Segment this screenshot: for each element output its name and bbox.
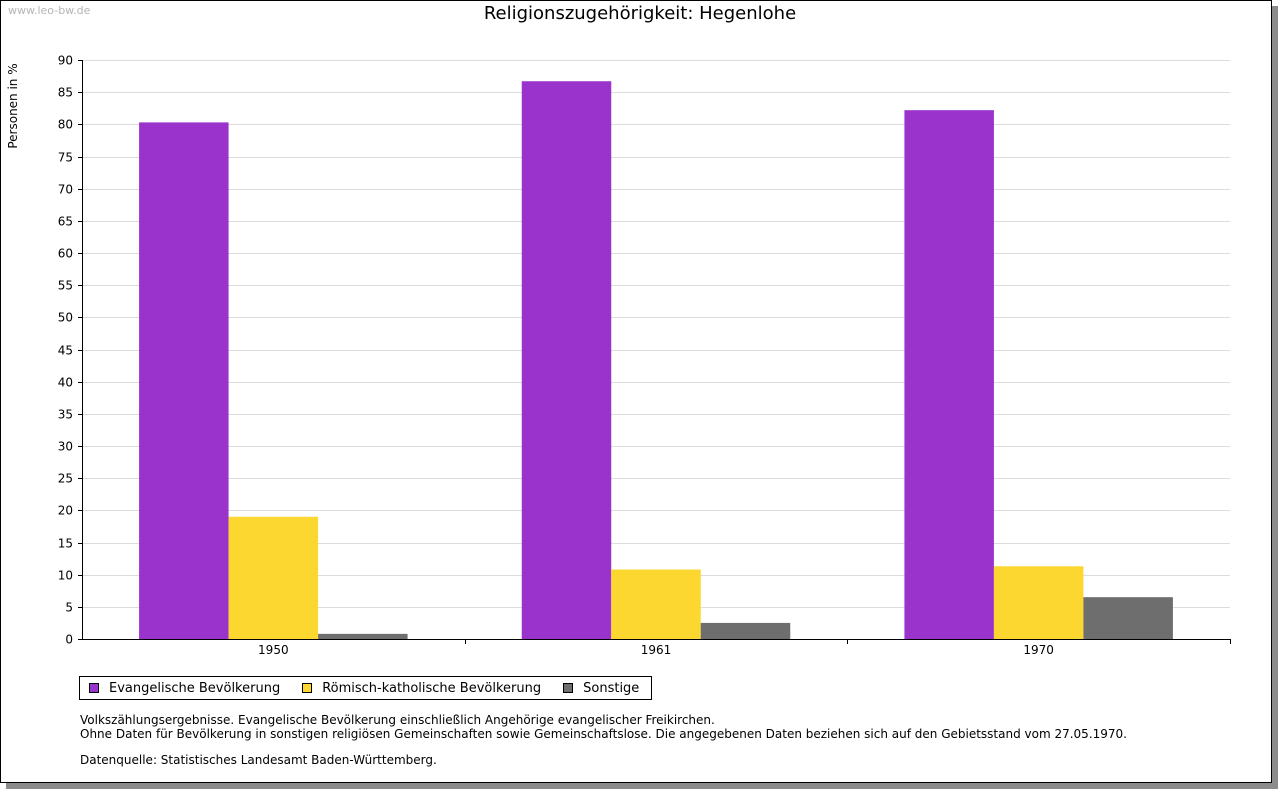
legend-item-sonstige: Sonstige [563,681,639,696]
legend-item-evangelisch: Evangelische Bevölkerung [89,681,280,696]
x-tick-label: 1950 [258,643,289,657]
y-tick-label: 85 [58,86,73,100]
frame-shadow-right [1272,6,1278,789]
bar-1950-evangelisch [139,122,229,640]
legend-item-katholisch: Römisch-katholische Bevölkerung [302,681,541,696]
y-tick-label: 25 [58,472,73,486]
y-tick-label: 35 [58,408,73,422]
y-tick-label: 65 [58,215,73,229]
y-tick-label: 15 [58,537,73,551]
x-tick-label: 1961 [641,643,672,657]
legend-swatch-katholisch [302,683,313,693]
note-line-1: Volkszählungsergebnisse. Evangelische Be… [80,713,715,727]
y-tick-label: 5 [65,601,73,615]
bar-1961-evangelisch [521,81,612,640]
y-tick-label: 70 [58,183,73,197]
bar-1970-katholisch [993,566,1084,639]
y-tick-label: 45 [58,344,73,358]
legend-swatch-evangelisch [89,683,99,693]
y-tick-label: 40 [58,376,73,390]
y-tick-label: 20 [58,504,73,518]
legend-label-evangelisch: Evangelische Bevölkerung [109,680,281,696]
bar-1961-sonstige [700,622,791,639]
y-tick-label: 30 [58,440,73,454]
y-tick-label: 55 [58,279,73,293]
y-tick-label: 90 [58,54,73,68]
bar-1950-katholisch [228,516,319,639]
bar-1970-sonstige [1083,597,1173,639]
legend-swatch-sonstige [563,683,574,693]
source-note: Datenquelle: Statistisches Landesamt Bad… [80,753,437,767]
y-tick-label: 60 [58,247,73,261]
bar-1970-evangelisch [904,110,994,640]
y-tick-label: 75 [58,151,73,165]
watermark: www.leo-bw.de [8,4,91,17]
y-tick-label: 0 [65,633,73,647]
note-line-2: Ohne Daten für Bevölkerung in sonstigen … [80,727,1127,741]
legend-label-sonstige: Sonstige [583,680,640,696]
chart-title: Religionszugehörigkeit: Hegenlohe [483,3,797,24]
x-tick-label: 1970 [1023,643,1054,657]
legend-label-katholisch: Römisch-katholische Bevölkerung [322,680,542,696]
legend: Evangelische Bevölkerung Römisch-katholi… [79,676,653,700]
bar-1961-katholisch [611,569,701,639]
bar-1950-sonstige [318,633,408,639]
frame-shadow-bottom [6,783,1278,789]
y-tick-label: 10 [58,569,73,583]
y-tick-label: 50 [58,311,73,325]
y-tick-label: 80 [58,118,73,132]
